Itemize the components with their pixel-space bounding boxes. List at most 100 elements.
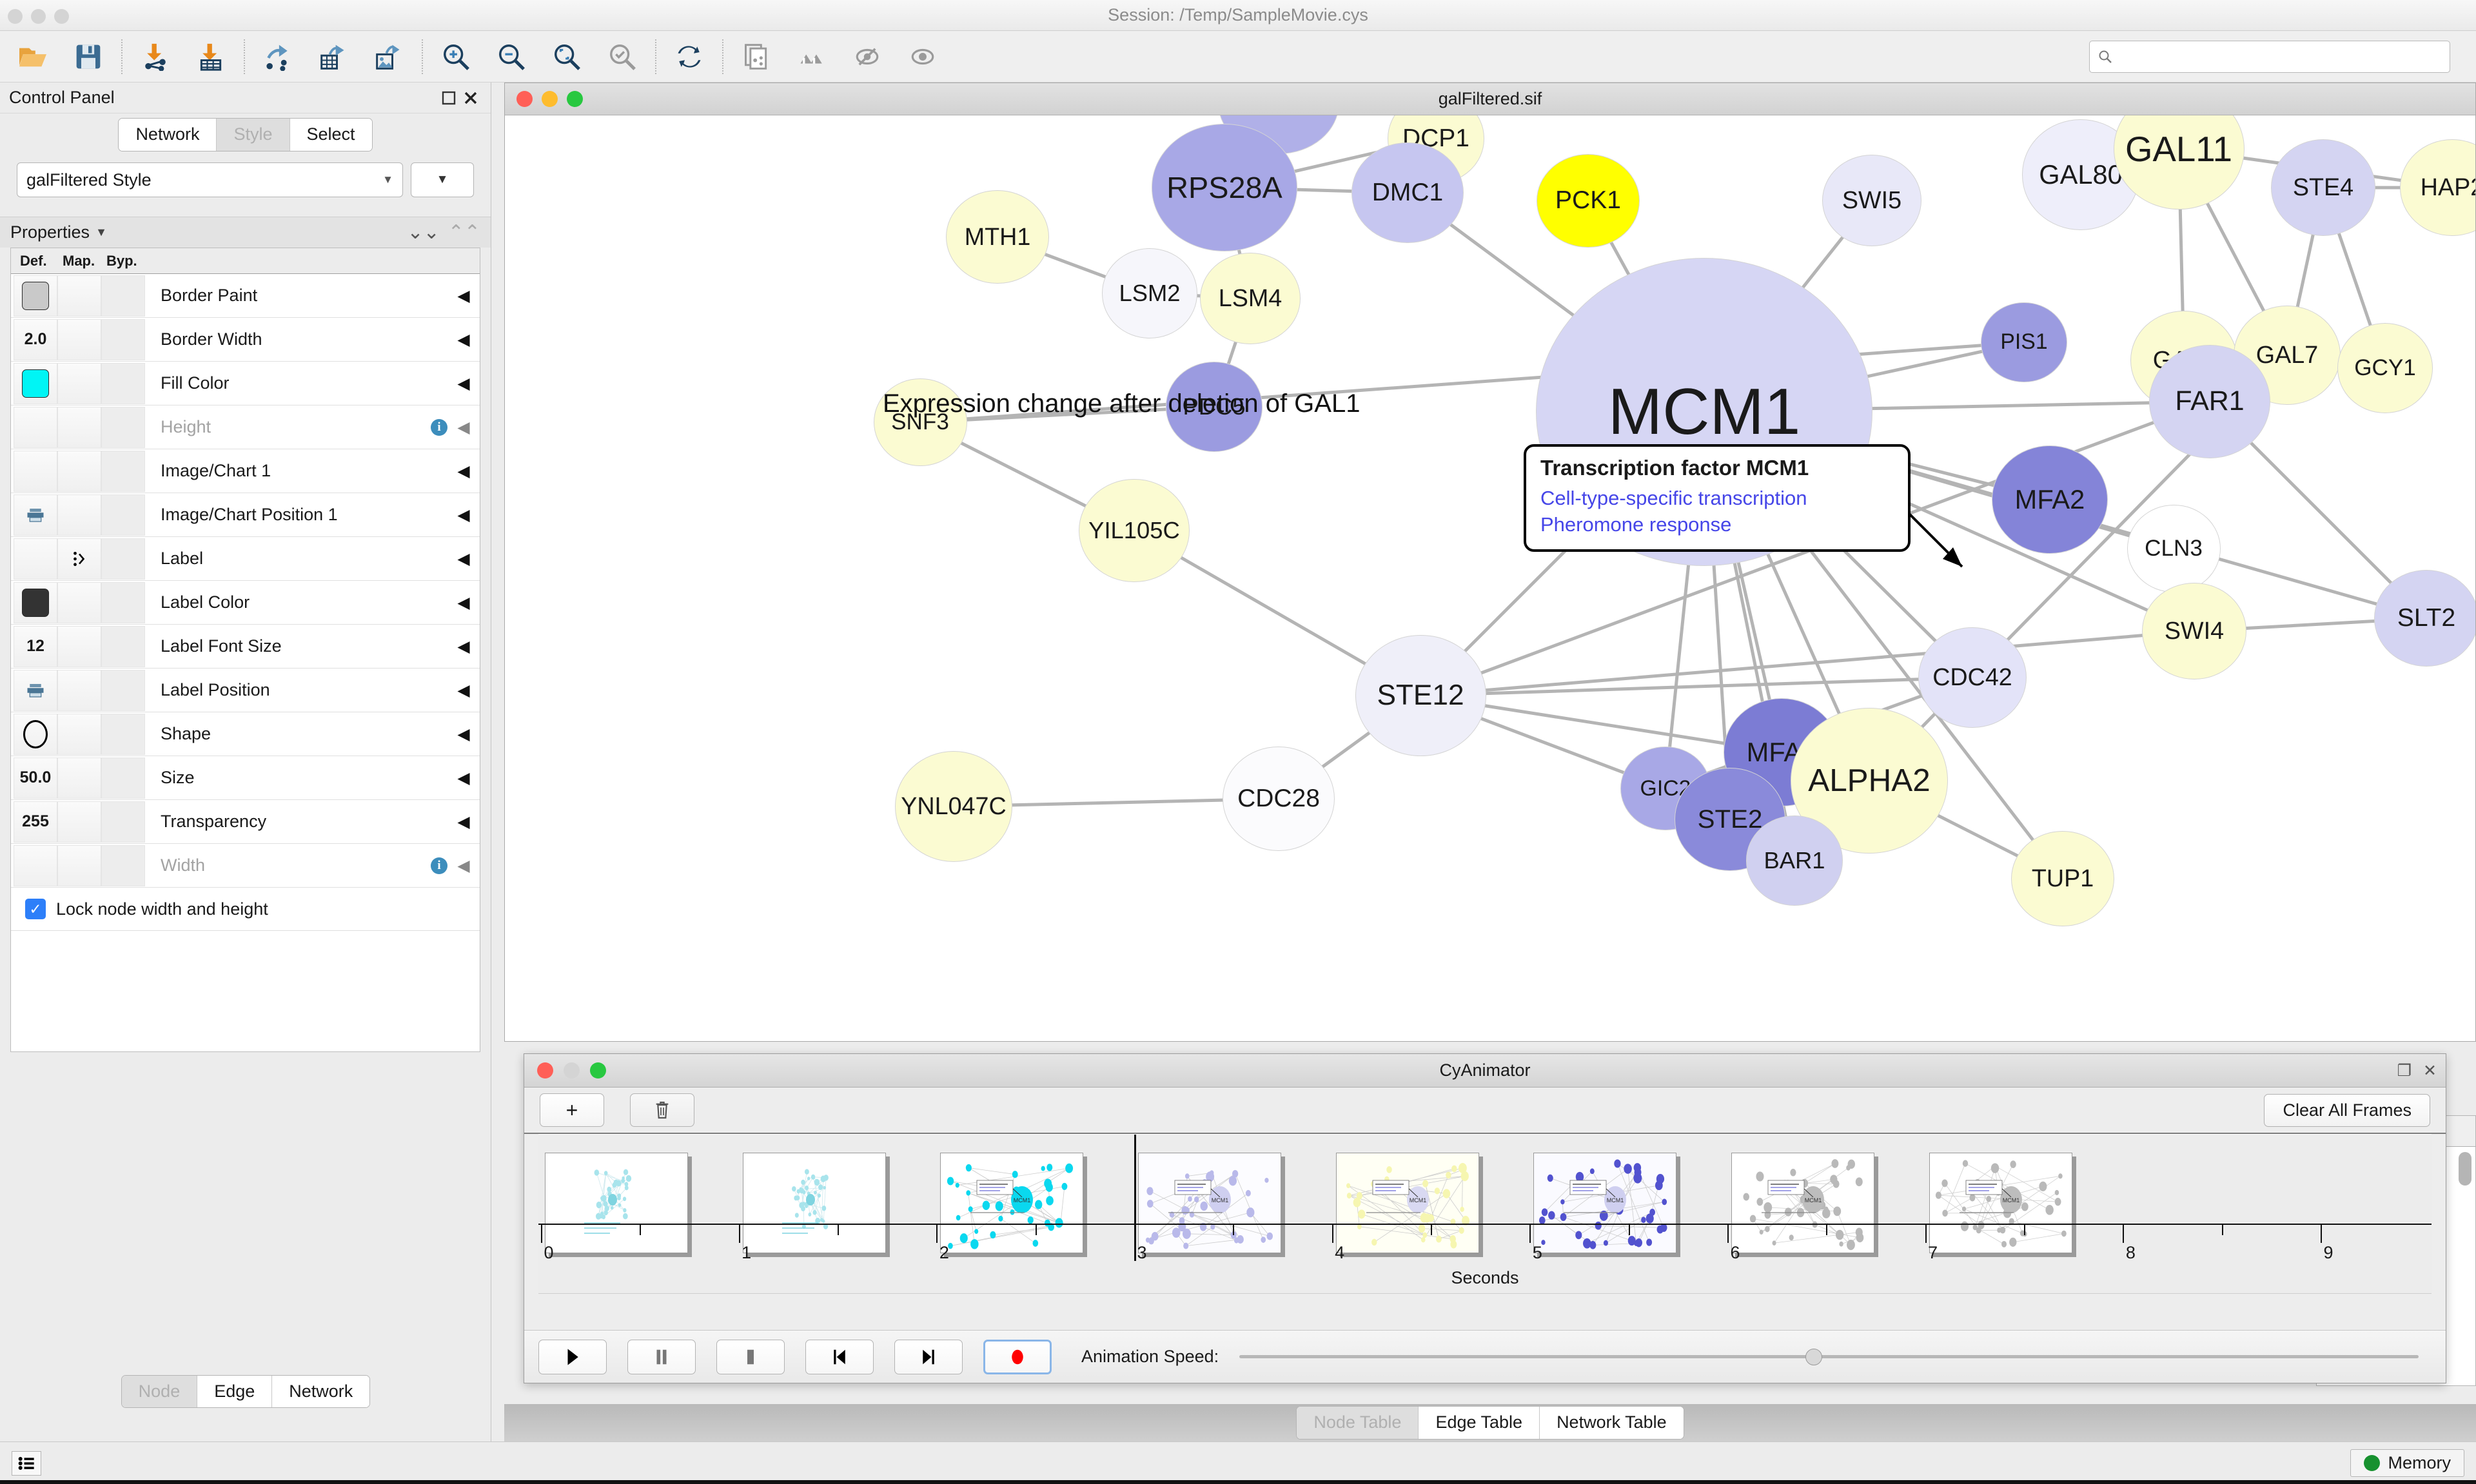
property-bypass-cell[interactable] bbox=[101, 494, 145, 536]
property-row[interactable]: 50.0 Size ◀ bbox=[11, 756, 480, 800]
pause-button[interactable] bbox=[627, 1339, 696, 1374]
property-mapping-cell[interactable] bbox=[57, 801, 101, 843]
property-mapping-cell[interactable] bbox=[57, 845, 101, 886]
network-node[interactable]: CLN3 bbox=[2127, 504, 2221, 593]
animation-speed-slider[interactable] bbox=[1239, 1340, 2419, 1374]
add-frame-button[interactable]: + bbox=[540, 1093, 604, 1127]
zoom-selected-icon[interactable] bbox=[594, 34, 650, 80]
play-button[interactable] bbox=[538, 1339, 607, 1374]
property-bypass-cell[interactable] bbox=[101, 275, 145, 317]
property-default-cell[interactable] bbox=[14, 450, 57, 492]
animation-frame[interactable] bbox=[545, 1153, 688, 1253]
property-row[interactable]: 12 Label Font Size ◀ bbox=[11, 625, 480, 669]
property-bypass-cell[interactable] bbox=[101, 669, 145, 711]
property-row[interactable]: 255 Transparency ◀ bbox=[11, 800, 480, 844]
property-default-cell[interactable] bbox=[14, 494, 57, 536]
property-row[interactable]: 2.0 Border Width ◀ bbox=[11, 318, 480, 362]
style-dropdown[interactable]: galFiltered Style ▼ bbox=[17, 162, 403, 197]
expand-property-arrow[interactable]: ◀ bbox=[457, 637, 470, 656]
playhead[interactable] bbox=[1134, 1135, 1136, 1261]
property-row[interactable]: Label ◀ bbox=[11, 537, 480, 581]
chevron-down-icon[interactable]: ▼ bbox=[95, 226, 107, 239]
network-node[interactable]: STE12 bbox=[1355, 634, 1486, 757]
info-icon[interactable]: i bbox=[431, 418, 447, 436]
property-default-cell[interactable]: 50.0 bbox=[14, 757, 57, 799]
property-bypass-cell[interactable] bbox=[101, 318, 145, 360]
animation-frame[interactable]: MCM1 bbox=[1335, 1153, 1479, 1253]
property-mapping-cell[interactable] bbox=[57, 406, 101, 448]
animation-frame[interactable]: MCM1 bbox=[1533, 1153, 1677, 1253]
minimize-dot-icon[interactable] bbox=[542, 91, 558, 107]
network-canvas[interactable]: RPS28BDCP1RPS28ADMC1PCK1SWI5GAL80GAL11ST… bbox=[505, 115, 2475, 1041]
property-mapping-cell[interactable] bbox=[57, 757, 101, 799]
slider-thumb[interactable] bbox=[1805, 1348, 1822, 1365]
property-bypass-cell[interactable] bbox=[101, 713, 145, 755]
expand-property-arrow[interactable]: ◀ bbox=[457, 725, 470, 743]
tab-network-style[interactable]: Network bbox=[272, 1375, 370, 1407]
tab-style[interactable]: Style bbox=[217, 119, 290, 151]
network-node[interactable]: DMC1 bbox=[1351, 142, 1464, 244]
property-bypass-cell[interactable] bbox=[101, 362, 145, 404]
network-window-controls[interactable] bbox=[516, 91, 583, 107]
network-node[interactable]: YIL105C bbox=[1079, 479, 1190, 582]
style-options-button[interactable]: ▼ bbox=[411, 162, 474, 197]
network-node[interactable]: CDC42 bbox=[1918, 627, 2027, 728]
property-mapping-cell[interactable] bbox=[57, 713, 101, 755]
expand-property-arrow[interactable]: ◀ bbox=[457, 462, 470, 480]
property-default-cell[interactable] bbox=[14, 538, 57, 580]
property-bypass-cell[interactable] bbox=[101, 845, 145, 886]
refresh-icon[interactable] bbox=[662, 34, 717, 80]
frames-timeline[interactable]: MCM1 MCM1 MCM1 MCM1 MCM1 MCM1 0 1 2 3 4 5 6 7 8 9 Seco… bbox=[538, 1134, 2432, 1294]
table-scrollbar[interactable] bbox=[2459, 1152, 2471, 1186]
network-node[interactable]: BAR1 bbox=[1745, 815, 1843, 906]
network-node[interactable]: PDC5 bbox=[1165, 362, 1263, 452]
expand-property-arrow[interactable]: ◀ bbox=[457, 681, 470, 699]
property-bypass-cell[interactable] bbox=[101, 581, 145, 623]
info-icon[interactable]: i bbox=[431, 857, 447, 874]
search-box[interactable] bbox=[2089, 40, 2450, 73]
open-folder-icon[interactable] bbox=[5, 34, 61, 80]
network-node[interactable]: YNL047C bbox=[894, 751, 1013, 862]
new-network-icon[interactable] bbox=[729, 34, 784, 80]
network-node[interactable]: SLT2 bbox=[2373, 569, 2475, 667]
maximize-dot-icon[interactable] bbox=[567, 91, 583, 107]
minimize-dot-icon[interactable] bbox=[564, 1062, 580, 1079]
close-dot-icon[interactable] bbox=[8, 9, 23, 24]
import-network-icon[interactable] bbox=[128, 34, 183, 80]
property-mapping-cell[interactable] bbox=[57, 275, 101, 317]
property-mapping-cell[interactable] bbox=[57, 450, 101, 492]
network-node[interactable]: PIS1 bbox=[1981, 302, 2067, 383]
zoom-out-icon[interactable] bbox=[484, 34, 539, 80]
tab-node-table[interactable]: Node Table bbox=[1297, 1407, 1419, 1439]
network-node[interactable]: LSM4 bbox=[1199, 252, 1301, 345]
property-mapping-cell[interactable] bbox=[57, 581, 101, 623]
export-network-icon[interactable] bbox=[250, 34, 306, 80]
property-mapping-cell[interactable] bbox=[57, 494, 101, 536]
network-node[interactable]: SWI4 bbox=[2141, 582, 2247, 680]
tab-select[interactable]: Select bbox=[290, 119, 372, 151]
tab-node[interactable]: Node bbox=[121, 1375, 198, 1407]
expand-property-arrow[interactable]: ◀ bbox=[457, 812, 470, 831]
network-node[interactable]: STE4 bbox=[2270, 139, 2376, 237]
expand-all-icon[interactable]: ⌃⌃ bbox=[447, 222, 480, 243]
zoom-fit-icon[interactable] bbox=[539, 34, 594, 80]
property-bypass-cell[interactable] bbox=[101, 757, 145, 799]
zoom-in-icon[interactable] bbox=[428, 34, 484, 80]
expand-property-arrow[interactable]: ◀ bbox=[457, 418, 470, 436]
property-row[interactable]: Image/Chart Position 1 ◀ bbox=[11, 493, 480, 537]
property-row[interactable]: Height i ◀ bbox=[11, 405, 480, 449]
network-node[interactable]: MTH1 bbox=[946, 190, 1049, 284]
expand-property-arrow[interactable]: ◀ bbox=[457, 505, 470, 524]
collapse-all-icon[interactable]: ⌄⌄ bbox=[407, 222, 440, 243]
float-panel-icon[interactable] bbox=[438, 87, 460, 109]
window-controls[interactable] bbox=[8, 9, 69, 24]
property-mapping-cell[interactable] bbox=[57, 669, 101, 711]
search-input[interactable] bbox=[2118, 47, 2442, 66]
property-row[interactable]: Shape ◀ bbox=[11, 712, 480, 756]
property-default-cell[interactable] bbox=[14, 406, 57, 448]
network-node[interactable]: SNF3 bbox=[873, 378, 967, 467]
network-node[interactable]: CDC28 bbox=[1223, 746, 1335, 852]
property-row[interactable]: Fill Color ◀ bbox=[11, 362, 480, 405]
color-swatch[interactable] bbox=[22, 281, 49, 310]
network-node[interactable]: MFA2 bbox=[1992, 445, 2108, 554]
